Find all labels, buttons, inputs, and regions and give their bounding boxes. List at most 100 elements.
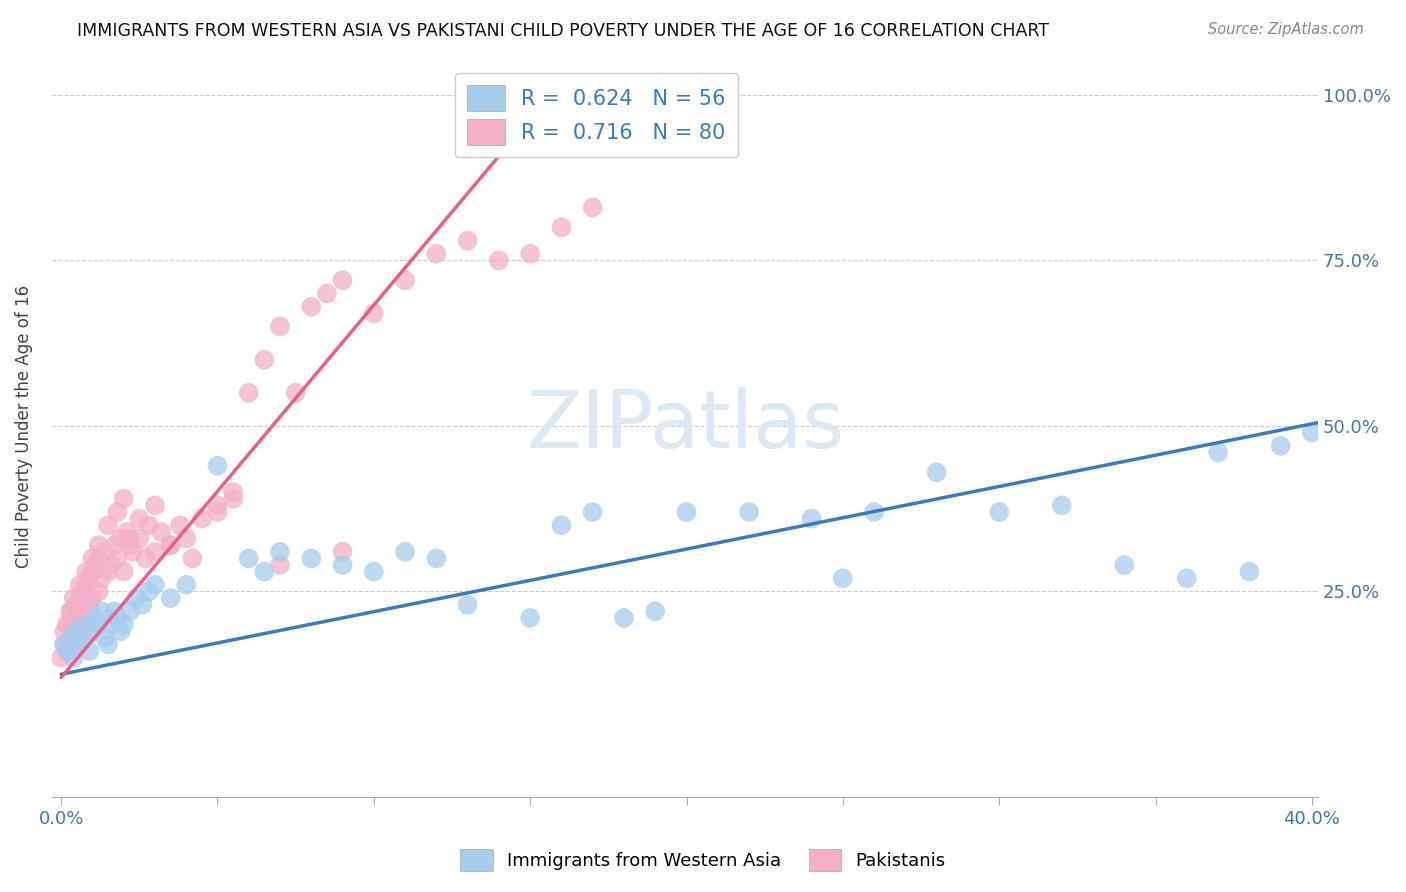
Point xyxy=(169,518,191,533)
Point xyxy=(550,518,572,533)
Point xyxy=(425,551,447,566)
Point xyxy=(238,385,260,400)
Point xyxy=(87,584,110,599)
Point xyxy=(269,319,291,334)
Point xyxy=(425,247,447,261)
Point xyxy=(831,571,853,585)
Point xyxy=(174,532,197,546)
Point xyxy=(582,201,605,215)
Point xyxy=(150,524,173,539)
Point xyxy=(269,545,291,559)
Point xyxy=(59,631,82,645)
Point xyxy=(135,551,157,566)
Point xyxy=(110,532,132,546)
Point xyxy=(66,624,89,639)
Point xyxy=(159,591,181,606)
Point xyxy=(925,465,948,479)
Point xyxy=(56,644,79,658)
Point xyxy=(87,617,110,632)
Point xyxy=(207,505,229,519)
Point xyxy=(122,545,145,559)
Point xyxy=(59,631,82,645)
Point xyxy=(299,300,322,314)
Text: ZIPatlas: ZIPatlas xyxy=(526,387,844,465)
Point xyxy=(1239,565,1261,579)
Point xyxy=(69,591,91,606)
Point xyxy=(125,591,148,606)
Point xyxy=(82,624,104,639)
Point xyxy=(138,518,160,533)
Point xyxy=(66,598,89,612)
Point xyxy=(82,565,104,579)
Point xyxy=(69,617,91,632)
Point xyxy=(159,538,181,552)
Point xyxy=(128,532,150,546)
Point xyxy=(69,578,91,592)
Point xyxy=(988,505,1011,519)
Point xyxy=(1301,425,1323,440)
Point xyxy=(582,505,605,519)
Point xyxy=(97,565,120,579)
Point xyxy=(110,624,132,639)
Point xyxy=(82,591,104,606)
Point xyxy=(363,306,385,320)
Point xyxy=(90,571,112,585)
Point xyxy=(181,551,204,566)
Point xyxy=(62,650,84,665)
Point xyxy=(107,505,129,519)
Point xyxy=(59,604,82,618)
Point xyxy=(253,565,276,579)
Point xyxy=(131,598,153,612)
Point xyxy=(299,551,322,566)
Point xyxy=(69,637,91,651)
Point xyxy=(72,631,94,645)
Point xyxy=(72,584,94,599)
Point xyxy=(118,604,141,618)
Point xyxy=(253,352,276,367)
Point xyxy=(143,499,166,513)
Point xyxy=(1114,558,1136,572)
Point xyxy=(675,505,697,519)
Point xyxy=(112,617,135,632)
Point xyxy=(519,247,541,261)
Point xyxy=(1270,439,1292,453)
Point xyxy=(644,604,666,618)
Point xyxy=(118,538,141,552)
Point xyxy=(738,505,761,519)
Point xyxy=(284,385,307,400)
Point xyxy=(128,511,150,525)
Point xyxy=(77,644,100,658)
Point xyxy=(159,538,181,552)
Point xyxy=(143,545,166,559)
Point xyxy=(97,518,120,533)
Point xyxy=(238,551,260,566)
Point xyxy=(84,611,107,625)
Point xyxy=(87,538,110,552)
Point xyxy=(100,558,122,572)
Point xyxy=(332,558,354,572)
Legend: R =  0.624   N = 56, R =  0.716   N = 80: R = 0.624 N = 56, R = 0.716 N = 80 xyxy=(454,73,738,157)
Point xyxy=(112,565,135,579)
Point xyxy=(94,631,117,645)
Point xyxy=(174,578,197,592)
Point xyxy=(75,617,97,632)
Point xyxy=(115,524,138,539)
Point xyxy=(143,578,166,592)
Point xyxy=(269,558,291,572)
Point xyxy=(613,611,636,625)
Point xyxy=(550,220,572,235)
Point xyxy=(488,253,510,268)
Point xyxy=(107,551,129,566)
Point xyxy=(87,551,110,566)
Point xyxy=(72,611,94,625)
Point xyxy=(62,591,84,606)
Point xyxy=(112,491,135,506)
Point xyxy=(207,499,229,513)
Point xyxy=(800,511,823,525)
Text: Source: ZipAtlas.com: Source: ZipAtlas.com xyxy=(1208,22,1364,37)
Point xyxy=(457,234,479,248)
Point xyxy=(316,286,339,301)
Point xyxy=(77,598,100,612)
Point xyxy=(97,637,120,651)
Point xyxy=(49,650,72,665)
